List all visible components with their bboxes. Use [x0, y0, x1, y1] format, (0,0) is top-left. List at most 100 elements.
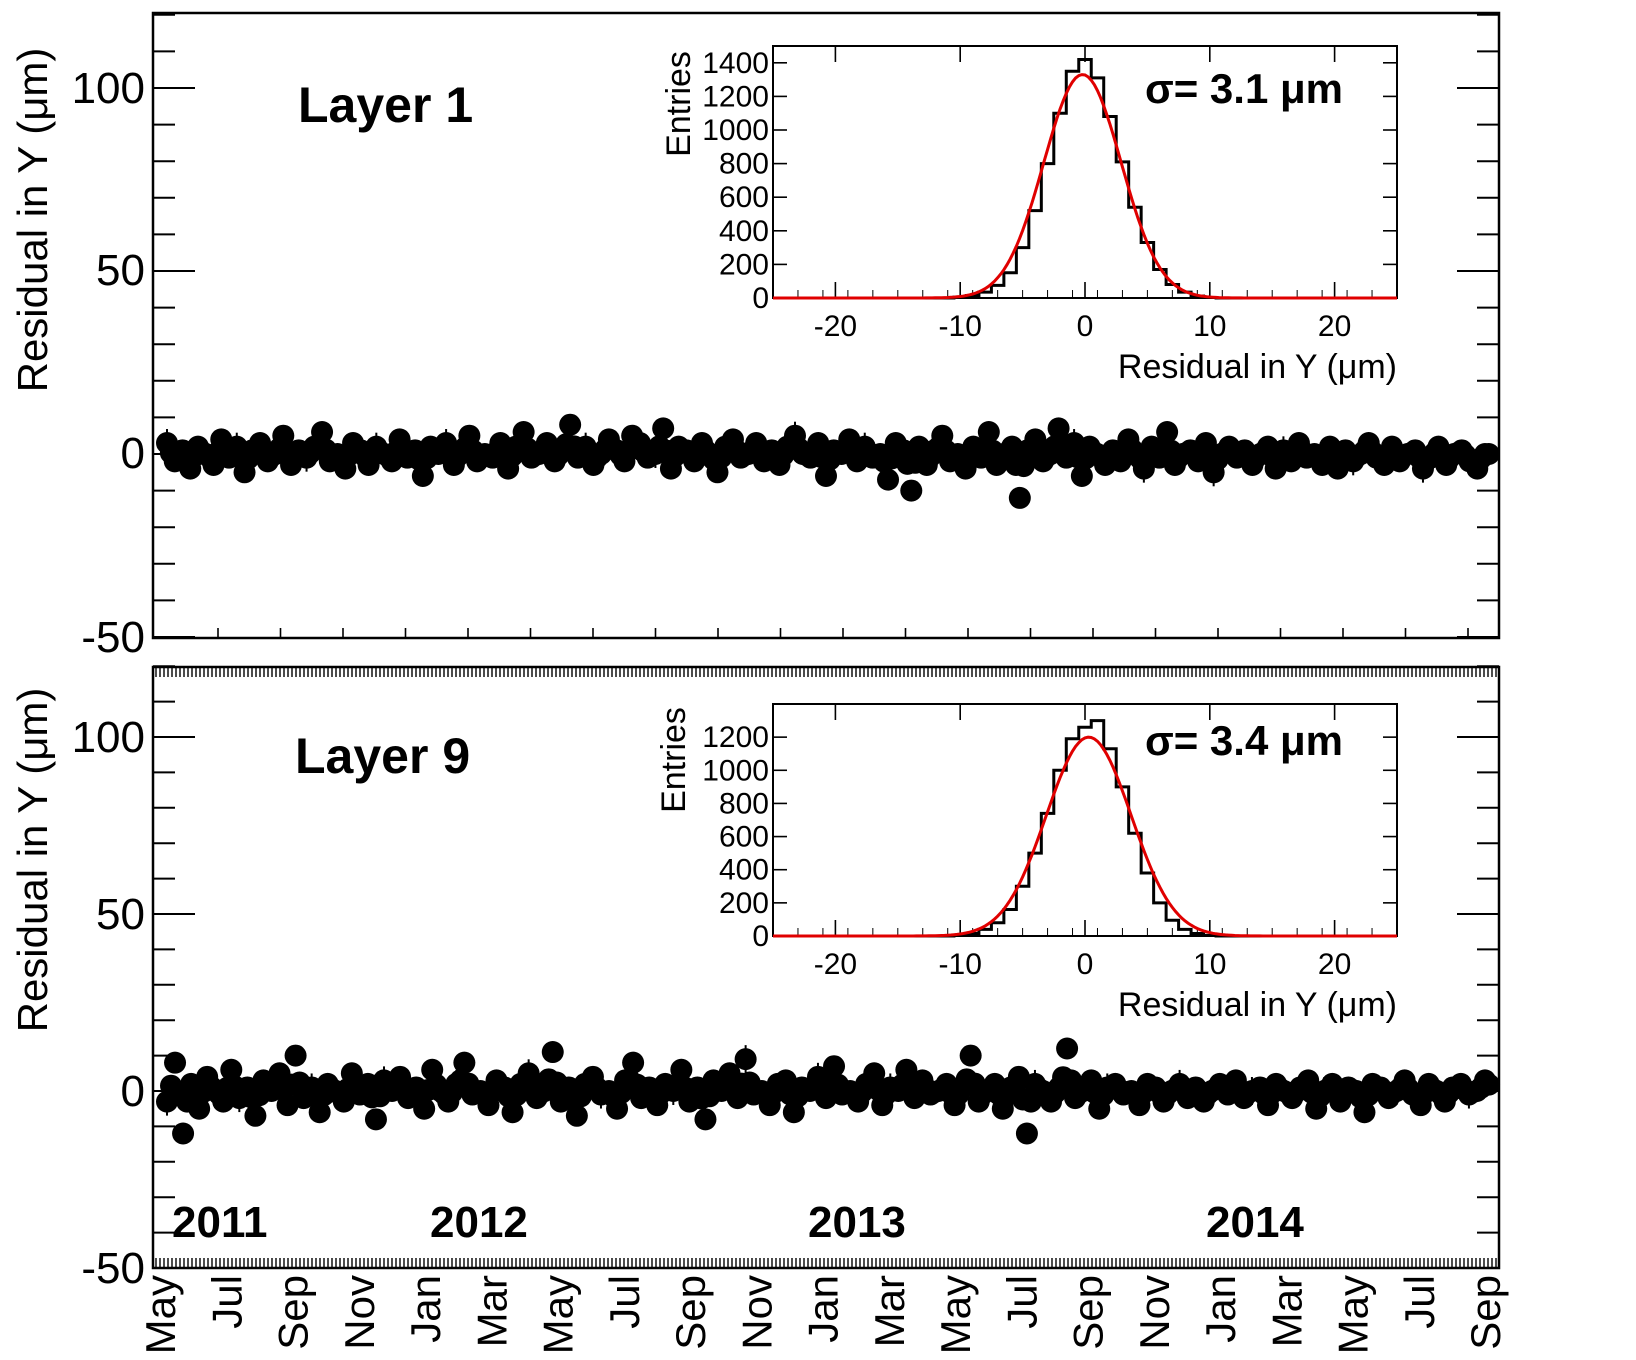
bottom-inset-histogram-bars [773, 719, 1397, 938]
data-point [172, 1122, 195, 1145]
month-label: Nov [336, 1275, 383, 1350]
inset-x-tick-label: -20 [814, 948, 857, 981]
panel-top: Layer 1 100 50 0 -50 Residual in Y (μm) … [9, 11, 1501, 662]
inset-y-tick-label: 1400 [702, 47, 769, 80]
data-point [559, 413, 582, 436]
bottom-dense-x-ticks [155, 667, 1497, 1268]
data-point [1070, 464, 1093, 487]
inset-y-tick-label: 200 [719, 248, 769, 281]
inset-x-tick-label: -10 [939, 310, 982, 343]
data-point [453, 1051, 476, 1074]
inset-x-tick-label: 10 [1193, 948, 1226, 981]
bottom-ytick-50: 50 [96, 890, 145, 939]
top-inset-gaussian-fit [773, 73, 1397, 300]
data-point [501, 1101, 524, 1124]
data-point [815, 464, 837, 487]
data-point [1478, 1073, 1501, 1096]
data-point [977, 421, 1000, 444]
data-point [1008, 486, 1031, 509]
panel-bottom: Layer 9 100 50 0 -50 Residual in Y (μm) … [9, 665, 1501, 1293]
data-point [565, 1104, 588, 1127]
inset-y-tick-label: 1200 [702, 721, 769, 754]
data-point [694, 1108, 717, 1131]
data-point [308, 1101, 331, 1124]
bottom-inset-sigma-label: σ= 3.4 μm [1145, 717, 1343, 764]
data-point [364, 1108, 387, 1131]
inset-y-tick-label: 600 [719, 181, 769, 214]
year-label-2013: 2013 [808, 1198, 906, 1247]
top-inset-frame [772, 45, 1398, 299]
top-inset-x-tick-labels: -20 -10 0 10 20 [814, 310, 1352, 343]
top-inset-sigma-label: σ= 3.1 μm [1145, 65, 1343, 112]
data-point [959, 1044, 982, 1067]
top-ytick-minus50: -50 [81, 613, 145, 662]
month-label: Nov [1131, 1275, 1178, 1350]
data-point [1015, 1122, 1038, 1145]
month-label: Jul [998, 1275, 1045, 1329]
data-point [622, 1051, 645, 1074]
month-label: Jan [402, 1275, 449, 1343]
month-label: Mar [1263, 1275, 1310, 1347]
inset-x-tick-label: -20 [814, 310, 857, 343]
x-axis-month-labels: May Jul Sep Nov Jan Mar May Jul Sep Nov Jan Mar May J… [137, 1275, 1509, 1354]
month-label: Sep [667, 1275, 714, 1350]
inset-x-tick-label: 20 [1318, 310, 1351, 343]
bottom-ytick-minus50: -50 [81, 1244, 145, 1293]
month-label: Jul [601, 1275, 648, 1329]
inset-y-tick-label: 400 [719, 215, 769, 248]
month-label: Sep [1462, 1275, 1509, 1350]
month-label: Nov [733, 1275, 780, 1350]
bottom-inset-gaussian-fit [773, 735, 1397, 938]
data-point [652, 417, 675, 440]
inset-y-tick-label: 1000 [702, 754, 769, 787]
month-label: Jul [1396, 1275, 1443, 1329]
bottom-inset-y-title: Entries [655, 707, 693, 813]
month-label: May [1330, 1275, 1377, 1354]
month-label: Mar [866, 1275, 913, 1347]
data-point [1047, 417, 1070, 440]
top-data-points [156, 413, 1500, 509]
data-point [1156, 421, 1179, 444]
data-point [541, 1041, 564, 1064]
top-ytick-50: 50 [96, 246, 145, 295]
inset-x-tick-label: 10 [1193, 310, 1226, 343]
inset-y-tick-label: 400 [719, 854, 769, 887]
data-point [413, 1097, 436, 1120]
data-point [220, 1058, 243, 1081]
data-point [164, 1051, 187, 1074]
bottom-inset-x-tick-labels: -20 -10 0 10 20 [814, 948, 1352, 981]
month-label: Mar [468, 1275, 515, 1347]
top-y-axis-title: Residual in Y (μm) [9, 48, 56, 393]
bottom-y-axis-title: Residual in Y (μm) [9, 688, 56, 1033]
bottom-panel-title: Layer 9 [295, 728, 470, 784]
data-point [284, 1044, 307, 1067]
data-point [1353, 1101, 1376, 1124]
data-point [512, 421, 535, 444]
inset-y-tick-label: 1200 [702, 80, 769, 113]
data-point [411, 464, 434, 487]
data-point [734, 1048, 757, 1071]
month-label: Jan [800, 1275, 847, 1343]
bottom-inset-x-title: Residual in Y (μm) [1118, 986, 1397, 1024]
data-point [670, 1058, 693, 1081]
data-point [863, 1062, 886, 1085]
inset-x-tick-label: 0 [1077, 310, 1094, 343]
data-point [1477, 443, 1500, 465]
inset-x-tick-label: -10 [939, 948, 982, 981]
month-label: Sep [1065, 1275, 1112, 1350]
data-point [823, 1055, 846, 1078]
bottom-ytick-0: 0 [121, 1067, 145, 1116]
month-label: Jul [203, 1275, 250, 1329]
inset-y-tick-label: 200 [719, 887, 769, 920]
data-point [877, 468, 900, 491]
inset-y-tick-label: 0 [752, 282, 769, 315]
bottom-plot-frame [151, 665, 1501, 1270]
data-point [311, 421, 334, 444]
top-panel-title: Layer 1 [298, 77, 473, 133]
data-point [900, 479, 923, 502]
month-label: May [137, 1275, 184, 1354]
inset-y-tick-label: 1000 [702, 114, 769, 147]
